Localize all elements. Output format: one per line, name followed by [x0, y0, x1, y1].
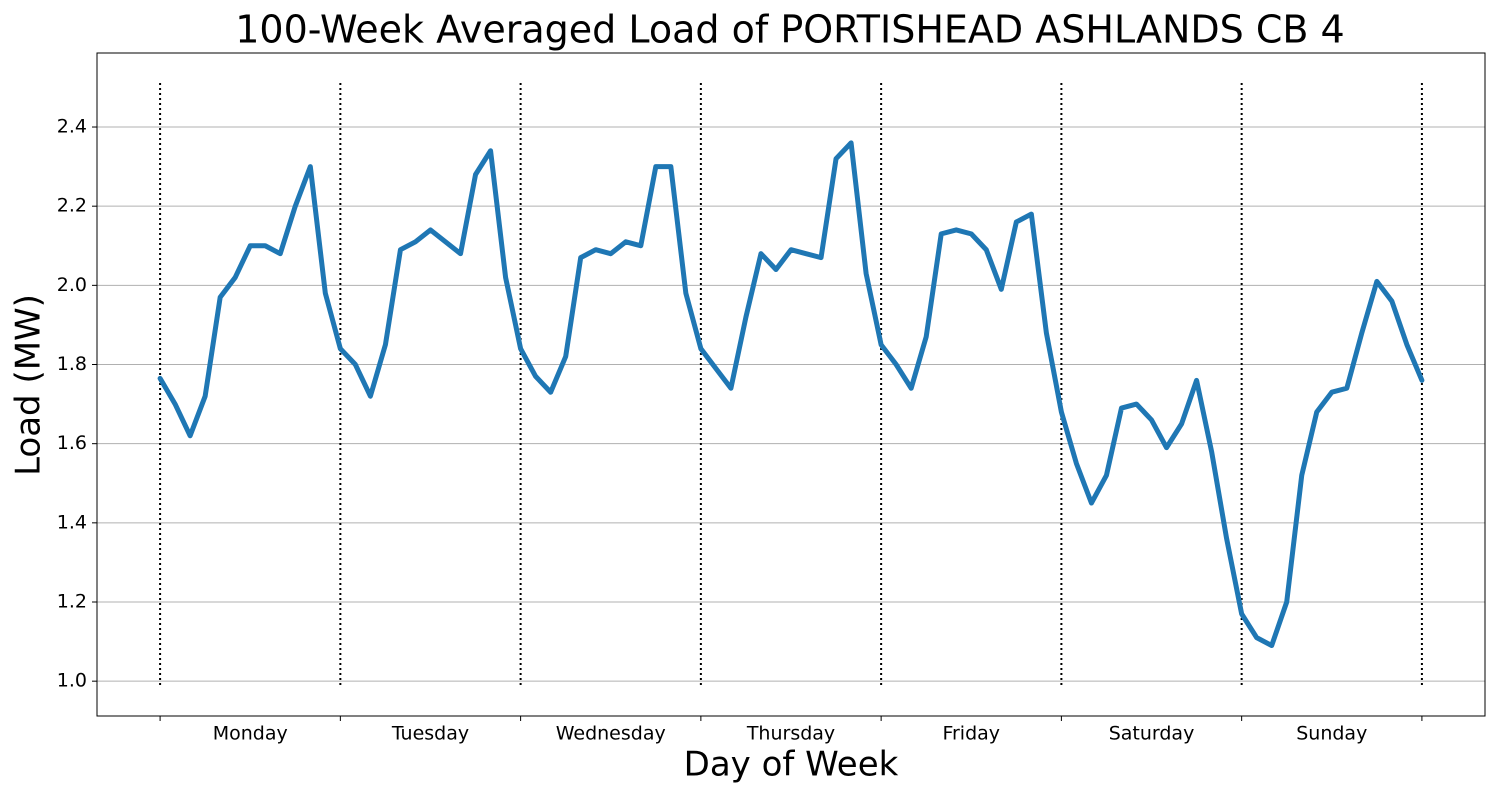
x-tick-label: Thursday: [746, 723, 835, 745]
plot-frame: [96, 52, 1486, 717]
x-tick-label: Sunday: [1296, 723, 1367, 745]
y-tick-label: 1.8: [57, 353, 87, 375]
y-axis-label: Load (MW): [9, 294, 49, 476]
x-tick-label: Wednesday: [556, 723, 666, 745]
y-tick-label: 2.0: [57, 274, 87, 296]
y-tick-label: 1.0: [57, 670, 87, 692]
x-tick-label: Friday: [942, 723, 1000, 745]
y-tick-label: 2.4: [57, 116, 87, 138]
data-line: [157, 140, 1425, 649]
y-tick-label: 2.2: [57, 195, 87, 217]
y-tick-label: 1.4: [57, 511, 87, 533]
x-tick-label: Tuesday: [391, 723, 469, 745]
x-tick-label: Monday: [213, 723, 288, 745]
y-tick-label: 1.6: [57, 432, 87, 454]
x-tick-label: Saturday: [1109, 723, 1195, 745]
y-tick-label: 1.2: [57, 591, 87, 613]
x-axis-label: Day of Week: [684, 745, 899, 785]
chart-title: 100-Week Averaged Load of PORTISHEAD ASH…: [235, 8, 1344, 52]
